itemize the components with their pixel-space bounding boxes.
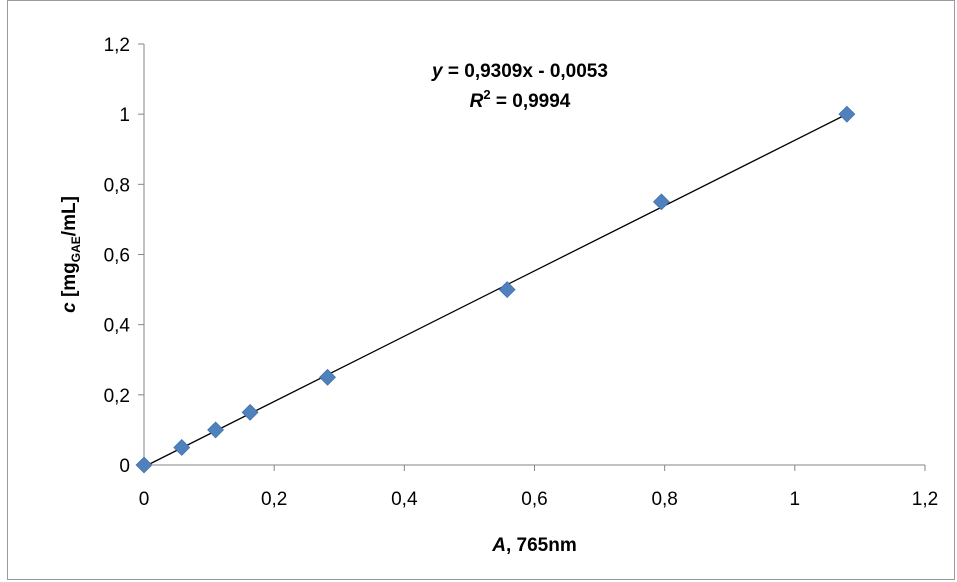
x-axis-title: A, 765nm [491, 535, 577, 556]
x-tick-label: 0 [139, 489, 150, 510]
y-axis-title-unit-start: [mg [59, 262, 80, 302]
data-point-diamond [173, 439, 191, 456]
data-point-diamond [207, 421, 225, 439]
y-ticks: 0 0,2 0,4 0,6 0,8 1 1,2 [104, 35, 144, 477]
r-squared-label: R2 = 0,9994 [470, 87, 571, 112]
data-point-diamond [241, 403, 259, 421]
x-tick-label: 0,8 [651, 489, 677, 510]
x-tick-label: 0,6 [521, 489, 547, 510]
y-tick-label: 1,2 [104, 35, 130, 56]
data-point-diamond [135, 456, 153, 474]
x-tick-label: 0,4 [391, 489, 418, 510]
y-tick-label: 1 [119, 105, 130, 126]
data-point-diamond [838, 105, 856, 123]
r-squared-superscript: 2 [483, 87, 490, 102]
x-axis-title-rest: , 765nm [506, 535, 577, 556]
y-axis-title-symbol: c [59, 302, 80, 313]
y-axis-title: c [mgGAE/mL] [59, 196, 83, 313]
r-squared-lhs: R [470, 91, 484, 112]
r-squared-rhs: = 0,9994 [491, 91, 571, 112]
x-tick-label: 0,2 [261, 489, 287, 510]
y-tick-label: 0,6 [104, 246, 130, 267]
y-tick-label: 0,8 [104, 175, 130, 196]
chart-frame: 0 0,2 0,4 0,6 0,8 1 1,2 0 0,2 0,4 0,6 0,8 1 1,2 y = … [7, 0, 955, 580]
x-tick-label: 1 [790, 489, 801, 510]
y-axis-title-unit-end: /mL] [59, 196, 80, 236]
y-tick-label: 0 [119, 456, 130, 477]
equation-rhs: = 0,9309x - 0,0053 [443, 61, 608, 82]
x-ticks: 0 0,2 0,4 0,6 0,8 1 1,2 [139, 465, 938, 510]
data-point-diamond [652, 193, 670, 211]
data-point-diamond [319, 368, 336, 386]
x-axis-title-symbol: A [491, 535, 506, 556]
trendline-equation: y = 0,9309x - 0,0053 [431, 61, 608, 82]
y-tick-label: 0,4 [104, 316, 131, 337]
data-points [135, 105, 856, 474]
trendline-group [147, 113, 848, 466]
x-tick-label: 1,2 [912, 489, 938, 510]
y-tick-label: 0,2 [104, 386, 130, 407]
equation-lhs: y [431, 61, 444, 82]
linear-trendline [147, 113, 848, 466]
y-axis-title-subscript: GAE [69, 236, 83, 262]
data-point-diamond [498, 281, 516, 299]
calibration-scatter-plot: 0 0,2 0,4 0,6 0,8 1 1,2 0 0,2 0,4 0,6 0,8 1 1,2 y = … [59, 35, 938, 556]
